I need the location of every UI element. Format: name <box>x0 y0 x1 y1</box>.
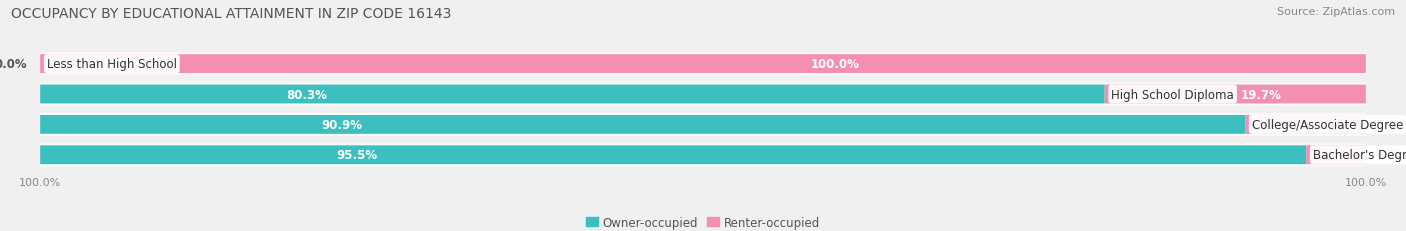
Text: High School Diploma: High School Diploma <box>1111 88 1234 101</box>
FancyBboxPatch shape <box>39 53 1367 76</box>
FancyBboxPatch shape <box>41 85 1105 104</box>
Text: 4.5%: 4.5% <box>1376 149 1406 161</box>
Text: 95.5%: 95.5% <box>336 149 377 161</box>
Text: College/Associate Degree: College/Associate Degree <box>1251 118 1403 131</box>
Text: 9.1%: 9.1% <box>1376 118 1406 131</box>
FancyBboxPatch shape <box>39 144 1367 167</box>
Text: 19.7%: 19.7% <box>1241 88 1282 101</box>
FancyBboxPatch shape <box>1105 85 1365 104</box>
Text: 80.3%: 80.3% <box>285 88 326 101</box>
Text: 100.0%: 100.0% <box>811 58 860 71</box>
Text: OCCUPANCY BY EDUCATIONAL ATTAINMENT IN ZIP CODE 16143: OCCUPANCY BY EDUCATIONAL ATTAINMENT IN Z… <box>11 7 451 21</box>
FancyBboxPatch shape <box>41 146 1306 164</box>
Legend: Owner-occupied, Renter-occupied: Owner-occupied, Renter-occupied <box>581 211 825 231</box>
FancyBboxPatch shape <box>39 113 1367 136</box>
FancyBboxPatch shape <box>39 83 1367 106</box>
FancyBboxPatch shape <box>1246 116 1365 134</box>
FancyBboxPatch shape <box>41 55 1365 74</box>
Text: Source: ZipAtlas.com: Source: ZipAtlas.com <box>1277 7 1395 17</box>
Text: 90.9%: 90.9% <box>321 118 361 131</box>
FancyBboxPatch shape <box>41 116 1246 134</box>
Text: Less than High School: Less than High School <box>46 58 177 71</box>
Text: 0.0%: 0.0% <box>0 58 27 71</box>
Text: Bachelor's Degree or higher: Bachelor's Degree or higher <box>1313 149 1406 161</box>
FancyBboxPatch shape <box>1306 146 1365 164</box>
